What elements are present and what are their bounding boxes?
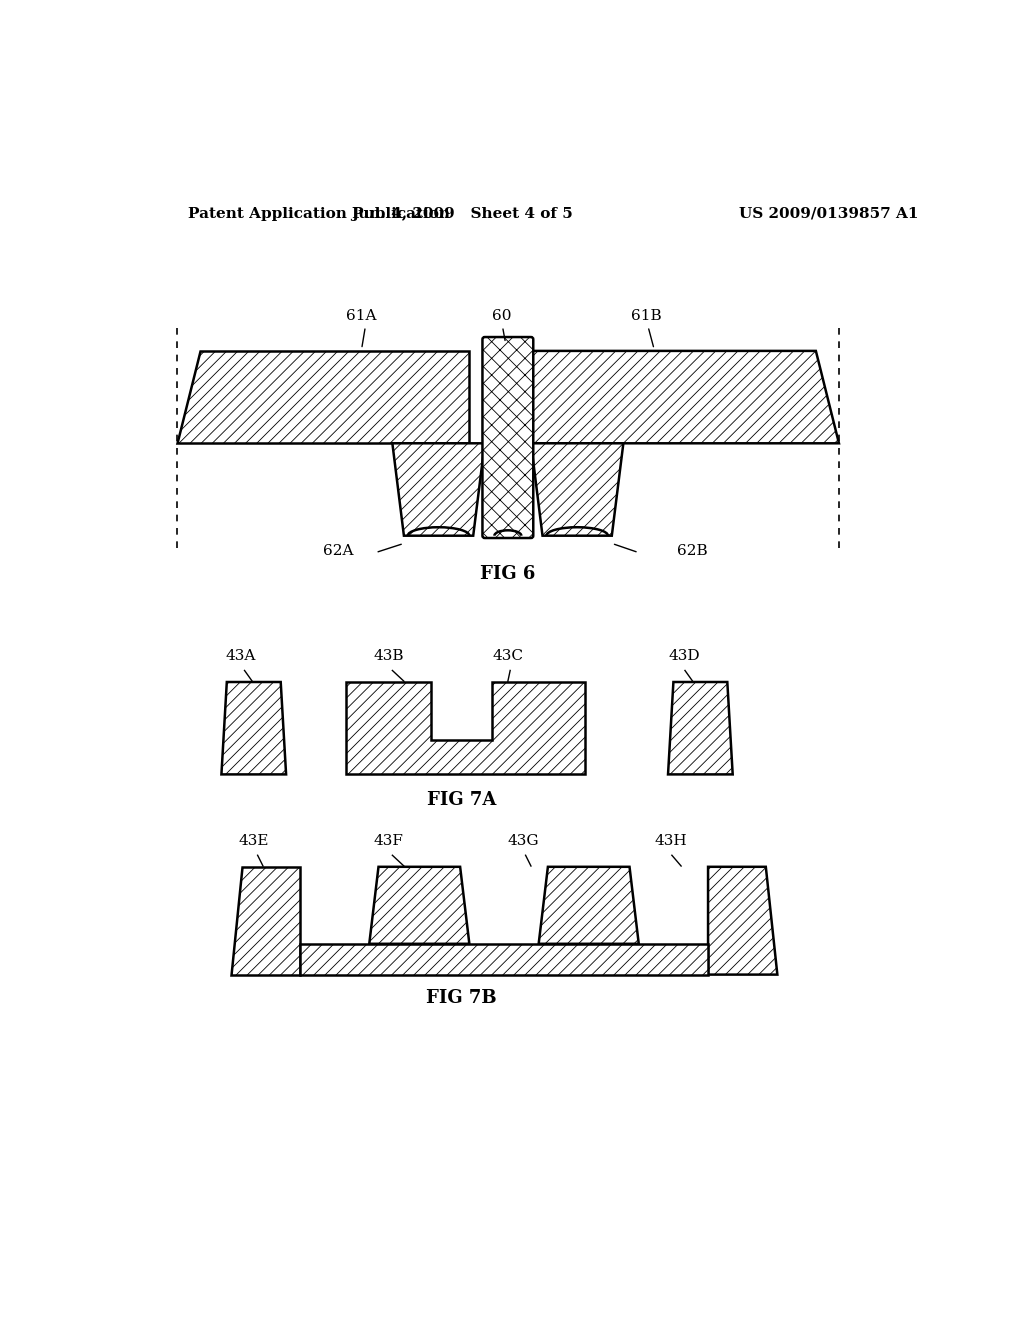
Text: 43B: 43B (373, 649, 403, 664)
Text: 60: 60 (492, 309, 511, 323)
Text: FIG 7A: FIG 7A (427, 791, 497, 809)
Polygon shape (221, 682, 286, 775)
Text: 43A: 43A (225, 649, 256, 664)
Text: 43C: 43C (493, 649, 523, 664)
Text: FIG 7B: FIG 7B (426, 989, 497, 1007)
Polygon shape (392, 444, 484, 536)
Text: 43H: 43H (654, 834, 687, 849)
Polygon shape (668, 682, 733, 775)
FancyBboxPatch shape (482, 337, 534, 539)
Polygon shape (539, 867, 639, 944)
Polygon shape (370, 867, 469, 944)
Text: 43F: 43F (373, 834, 403, 849)
Text: 43D: 43D (668, 649, 699, 664)
Polygon shape (177, 351, 469, 444)
Polygon shape (230, 867, 300, 974)
Polygon shape (346, 682, 585, 775)
Text: 43G: 43G (508, 834, 540, 849)
Text: 61B: 61B (631, 309, 662, 323)
Text: Patent Application Publication: Patent Application Publication (188, 207, 451, 220)
Text: 61A: 61A (346, 309, 377, 323)
Text: Jun. 4, 2009   Sheet 4 of 5: Jun. 4, 2009 Sheet 4 of 5 (351, 207, 572, 220)
Text: 62A: 62A (324, 544, 354, 558)
Text: FIG 6: FIG 6 (480, 565, 536, 583)
Text: US 2009/0139857 A1: US 2009/0139857 A1 (739, 207, 919, 220)
Polygon shape (531, 351, 839, 444)
Polygon shape (531, 444, 624, 536)
Text: 62B: 62B (677, 544, 708, 558)
Polygon shape (708, 867, 777, 974)
Text: 43E: 43E (239, 834, 269, 849)
Polygon shape (300, 944, 708, 974)
